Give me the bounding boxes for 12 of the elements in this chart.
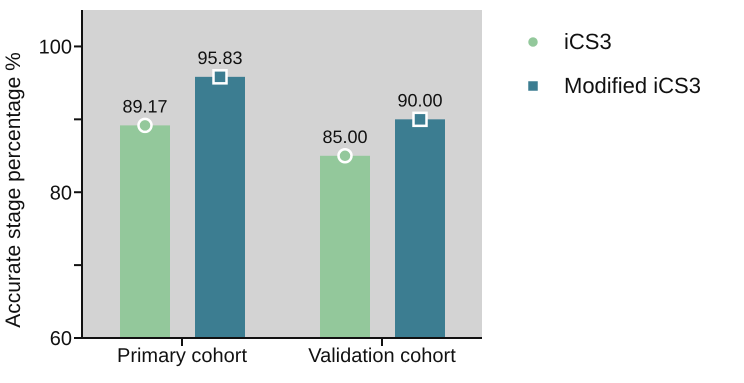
data-label: 89.17 <box>122 96 168 116</box>
y-tick-label: 60 <box>50 328 72 350</box>
legend-label: Modified iCS3 <box>564 73 701 99</box>
x-tick-label: Validation cohort <box>308 345 456 368</box>
data-label: 95.83 <box>197 48 243 68</box>
y-tick-label: 100 <box>38 36 72 59</box>
y-axis-title: Accurate stage percentage % <box>2 52 25 328</box>
data-label: 90.00 <box>397 90 443 110</box>
y-tick-label: 80 <box>50 182 72 204</box>
x-tick-label: Primary cohort <box>116 345 248 368</box>
data-label: 85.00 <box>322 126 368 147</box>
legend-label: iCS3 <box>564 29 612 55</box>
